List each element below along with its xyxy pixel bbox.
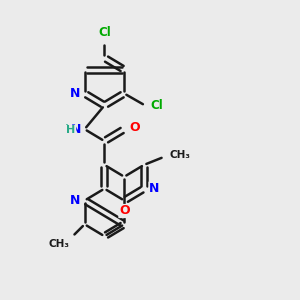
Text: H: H [66,125,76,135]
Text: N: N [70,123,81,136]
Text: Cl: Cl [98,26,111,39]
Text: N: N [70,194,81,207]
Text: N: N [71,123,82,136]
Text: O: O [119,205,130,218]
Text: CH₃: CH₃ [170,150,191,160]
Text: N: N [149,182,159,195]
Text: O: O [129,121,140,134]
Text: N: N [70,87,81,100]
Text: CH₃: CH₃ [49,239,70,249]
Text: Cl: Cl [150,99,163,112]
Text: H: H [65,124,75,134]
